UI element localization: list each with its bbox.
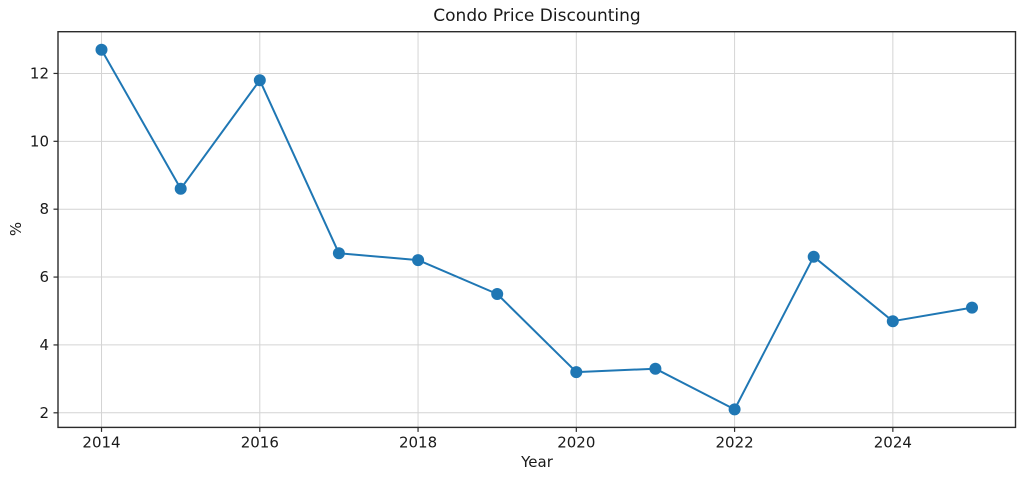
x-tick-label: 2018 xyxy=(399,433,437,451)
x-axis-label: Year xyxy=(521,453,553,471)
data-point xyxy=(491,288,504,300)
data-point xyxy=(412,254,425,267)
data-point xyxy=(886,315,899,328)
x-tick-label: 2022 xyxy=(715,433,753,451)
data-point xyxy=(728,403,741,416)
data-point xyxy=(807,250,820,263)
y-tick-label: 6 xyxy=(39,268,49,286)
axes-frame xyxy=(57,31,1017,429)
y-tick-label: 10 xyxy=(30,132,49,150)
data-point xyxy=(649,362,662,375)
y-tick-label: 4 xyxy=(39,336,49,354)
chart-title: Condo Price Discounting xyxy=(433,6,641,26)
x-tick-label: 2020 xyxy=(557,433,595,451)
data-point xyxy=(966,301,978,314)
data-point xyxy=(332,247,345,260)
y-tick-label: 12 xyxy=(30,64,49,82)
data-line xyxy=(100,48,973,411)
y-tick-label: 2 xyxy=(39,404,49,422)
y-axis-label-text: % xyxy=(7,221,25,237)
x-tick-label: 2024 xyxy=(874,433,912,451)
data-point xyxy=(253,74,266,87)
x-tick-label: 2014 xyxy=(82,433,120,451)
x-tick-label: 2016 xyxy=(241,433,279,451)
y-tick-label: 8 xyxy=(39,200,49,218)
data-point xyxy=(95,43,108,56)
data-point xyxy=(570,366,583,379)
data-point xyxy=(174,182,187,195)
